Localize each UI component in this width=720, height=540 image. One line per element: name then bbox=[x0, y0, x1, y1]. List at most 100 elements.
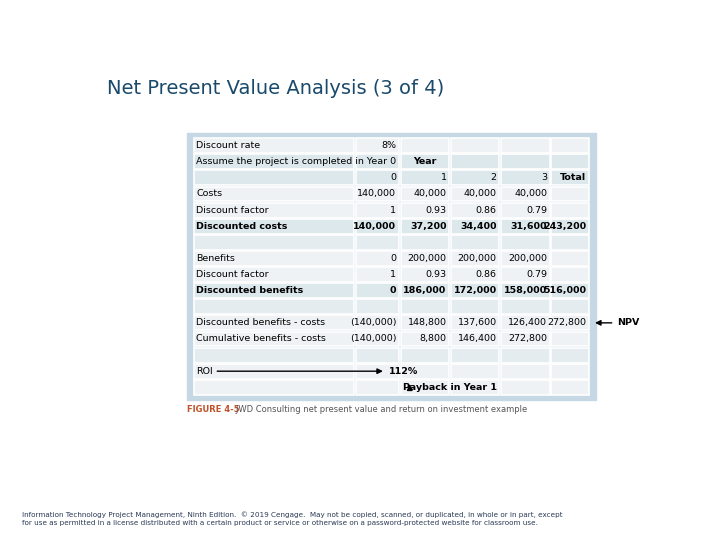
Bar bbox=[501, 202, 549, 218]
Bar bbox=[501, 251, 549, 266]
Text: 40,000: 40,000 bbox=[514, 190, 547, 199]
Bar bbox=[552, 171, 588, 185]
Bar bbox=[194, 171, 354, 185]
Text: ROI: ROI bbox=[196, 367, 213, 376]
Bar bbox=[356, 332, 399, 346]
Text: (140,000): (140,000) bbox=[350, 334, 396, 343]
Bar bbox=[501, 332, 549, 346]
Bar bbox=[451, 202, 499, 218]
Text: 272,800: 272,800 bbox=[547, 319, 586, 327]
Bar bbox=[501, 171, 549, 185]
Bar bbox=[451, 283, 499, 298]
Bar bbox=[552, 235, 588, 249]
Text: FIGURE 4-5: FIGURE 4-5 bbox=[186, 404, 239, 414]
Bar bbox=[552, 202, 588, 218]
Bar bbox=[501, 380, 549, 395]
Bar bbox=[400, 219, 449, 234]
Text: 0: 0 bbox=[390, 173, 396, 183]
Text: Costs: Costs bbox=[196, 190, 222, 199]
Bar bbox=[400, 235, 449, 249]
Bar bbox=[356, 138, 399, 153]
Text: 3: 3 bbox=[541, 173, 547, 183]
Text: Information Technology Project Management, Ninth Edition.  © 2019 Cengage.  May : Information Technology Project Managemen… bbox=[22, 511, 562, 526]
Bar bbox=[194, 235, 354, 249]
Bar bbox=[194, 315, 354, 330]
Bar bbox=[400, 315, 449, 330]
Bar bbox=[451, 154, 499, 169]
Bar bbox=[552, 154, 588, 169]
Bar bbox=[552, 315, 588, 330]
Text: 0.93: 0.93 bbox=[426, 206, 446, 214]
Text: 200,000: 200,000 bbox=[408, 254, 446, 263]
Bar bbox=[501, 299, 549, 314]
Bar bbox=[552, 186, 588, 201]
Bar bbox=[552, 267, 588, 282]
Bar bbox=[451, 380, 499, 395]
Text: Total: Total bbox=[560, 173, 586, 183]
Text: Net Present Value Analysis (3 of 4): Net Present Value Analysis (3 of 4) bbox=[107, 79, 444, 98]
Bar bbox=[552, 251, 588, 266]
Text: 2: 2 bbox=[491, 173, 497, 183]
Bar bbox=[501, 315, 549, 330]
Bar bbox=[451, 364, 499, 379]
Bar bbox=[451, 171, 499, 185]
Bar bbox=[356, 364, 399, 379]
Bar bbox=[552, 299, 588, 314]
Bar bbox=[194, 380, 354, 395]
Text: 1: 1 bbox=[441, 173, 446, 183]
Bar bbox=[451, 348, 499, 362]
Text: 40,000: 40,000 bbox=[464, 190, 497, 199]
Bar bbox=[356, 186, 399, 201]
Bar bbox=[356, 154, 399, 169]
Bar bbox=[501, 267, 549, 282]
Bar bbox=[552, 283, 588, 298]
Bar bbox=[451, 299, 499, 314]
Bar bbox=[501, 186, 549, 201]
Text: (140,000): (140,000) bbox=[350, 319, 396, 327]
Bar bbox=[501, 219, 549, 234]
Text: Discount factor: Discount factor bbox=[196, 270, 269, 279]
Bar bbox=[501, 283, 549, 298]
Bar bbox=[501, 364, 549, 379]
Bar bbox=[451, 235, 499, 249]
Bar bbox=[552, 332, 588, 346]
Text: 140,000: 140,000 bbox=[354, 222, 396, 231]
Bar bbox=[194, 348, 354, 362]
Text: 8%: 8% bbox=[382, 141, 396, 150]
Bar bbox=[552, 348, 588, 362]
Text: 243,200: 243,200 bbox=[543, 222, 586, 231]
Text: 146,400: 146,400 bbox=[458, 334, 497, 343]
Bar bbox=[552, 138, 588, 153]
Bar bbox=[194, 154, 354, 169]
Bar bbox=[194, 364, 354, 379]
Bar bbox=[186, 133, 596, 400]
Bar bbox=[451, 267, 499, 282]
Text: 148,800: 148,800 bbox=[408, 319, 446, 327]
Bar bbox=[451, 138, 499, 153]
Bar bbox=[451, 315, 499, 330]
Text: 112%: 112% bbox=[389, 367, 418, 376]
Bar bbox=[194, 202, 354, 218]
Bar bbox=[400, 186, 449, 201]
Bar bbox=[356, 380, 399, 395]
Text: Discounted benefits: Discounted benefits bbox=[196, 286, 303, 295]
Bar bbox=[451, 219, 499, 234]
Bar bbox=[356, 219, 399, 234]
Bar bbox=[451, 332, 499, 346]
Text: Year: Year bbox=[413, 157, 436, 166]
Text: 1: 1 bbox=[390, 206, 396, 214]
Text: 126,400: 126,400 bbox=[508, 319, 547, 327]
Bar bbox=[501, 348, 549, 362]
Bar bbox=[400, 267, 449, 282]
Bar bbox=[356, 283, 399, 298]
Text: 34,400: 34,400 bbox=[460, 222, 497, 231]
Text: 158,000: 158,000 bbox=[504, 286, 547, 295]
Bar bbox=[194, 138, 354, 153]
Text: 0.79: 0.79 bbox=[526, 206, 547, 214]
Bar bbox=[356, 202, 399, 218]
Text: Cumulative benefits - costs: Cumulative benefits - costs bbox=[196, 334, 326, 343]
Text: Discounted costs: Discounted costs bbox=[196, 222, 287, 231]
Bar bbox=[356, 299, 399, 314]
Bar bbox=[400, 251, 449, 266]
Text: 0: 0 bbox=[390, 286, 396, 295]
